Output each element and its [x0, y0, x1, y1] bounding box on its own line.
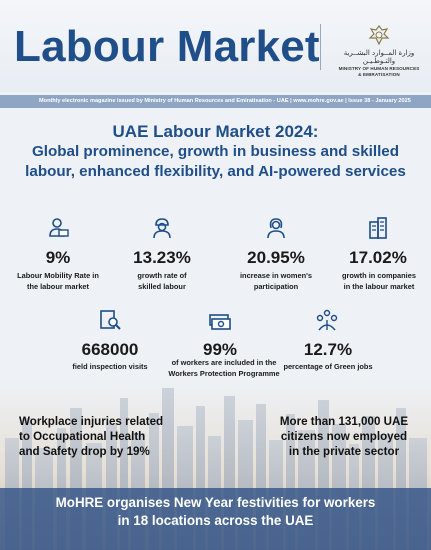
uae-emblem-icon	[368, 25, 390, 46]
headline-line-3: labour, enhanced flexibility, and AI-pow…	[25, 162, 406, 180]
story-line: to Occupational Health	[19, 430, 146, 443]
issue-info-band: Monthly electronic magazine issued by Mi…	[0, 95, 431, 108]
headline-line-1: UAE Labour Market 2024:	[112, 122, 319, 141]
news-banner[interactable]: MoHRE organises New Year festivities for…	[0, 488, 431, 550]
stat-label-line: in the labour market	[343, 282, 415, 291]
ministry-name-english-2: & EMIRATISATION	[358, 71, 400, 77]
banner-line-2: in 18 locations across the UAE	[117, 513, 314, 528]
stat-label-wps: of workers are included in the Workers P…	[160, 357, 288, 379]
stat-label-line: Workers Protection Programme	[168, 369, 280, 378]
stat-label-line: skilled labour	[138, 282, 186, 291]
stat-label-line: of workers are included in the	[171, 358, 277, 367]
ministry-logo: وزارة المــوارد البشــرية والتـوطـيـن MI…	[333, 24, 425, 77]
masthead: Labour Market وزارة المــوارد البشــرية …	[0, 0, 431, 92]
banner-line-1: MoHRE organises New Year festivities for…	[55, 495, 376, 510]
stat-value-mobility: 9%	[45, 248, 71, 267]
stat-label-line: growth rate of	[137, 271, 187, 280]
story-line: in the private sector	[288, 445, 400, 458]
stat-label-skilled: growth rate of skilled labour	[112, 270, 212, 292]
stat-label-line: participation	[253, 282, 299, 291]
stat-value-companies: 17.02%	[349, 248, 407, 267]
stat-label-line: Labour Mobility Rate in	[17, 271, 99, 280]
story-workplace-injuries[interactable]: Workplace injuries related to Occupation…	[19, 414, 209, 459]
stat-value-women: 20.95%	[247, 248, 305, 267]
green-jobs-icon	[316, 309, 338, 331]
stat-label-inspections: field inspection visits	[72, 362, 148, 371]
magazine-title: Labour Market	[14, 22, 320, 71]
stat-label-companies: growth in companies in the labour market	[328, 270, 430, 292]
person-laptop-icon	[49, 218, 69, 237]
story-line: Workplace injuries related	[19, 415, 164, 428]
inspection-icon	[100, 310, 121, 330]
stat-value-inspections: 668000	[81, 340, 139, 359]
buildings-icon	[369, 217, 387, 239]
story-line: citizens now employed	[280, 430, 408, 443]
stat-label-mobility: Labour Mobility Rate in the labour marke…	[4, 270, 112, 292]
header-divider	[320, 24, 321, 70]
stat-value-wps: 99%	[202, 340, 238, 359]
story-line: and Safety drop by 19%	[19, 445, 150, 458]
woman-icon	[267, 218, 285, 239]
stat-value-skilled: 13.23%	[133, 248, 191, 267]
money-icon	[209, 314, 231, 330]
cover-headline[interactable]: UAE Labour Market 2024: Global prominenc…	[10, 121, 421, 181]
skilled-worker-icon	[153, 218, 171, 239]
stat-label-green-jobs: percentage of Green jobs	[283, 362, 373, 371]
story-uae-citizens-employed[interactable]: More than 131,000 UAE citizens now emplo…	[258, 414, 430, 459]
stat-label-women: increase in women's participation	[224, 270, 328, 292]
ministry-name-arabic: وزارة المــوارد البشــرية والتـوطـيـن	[343, 49, 415, 65]
story-line: More than 131,000 UAE	[279, 415, 409, 428]
stat-label-line: increase in women's	[240, 271, 312, 280]
ministry-name-english-1: MINISTRY OF HUMAN RESOURCES	[338, 66, 420, 71]
stat-value-green-jobs: 12.7%	[303, 340, 353, 359]
headline-line-2: Global prominence, growth in business an…	[31, 143, 400, 160]
stat-label-line: the labour market	[26, 282, 90, 291]
stat-label-line: growth in companies	[342, 271, 416, 280]
